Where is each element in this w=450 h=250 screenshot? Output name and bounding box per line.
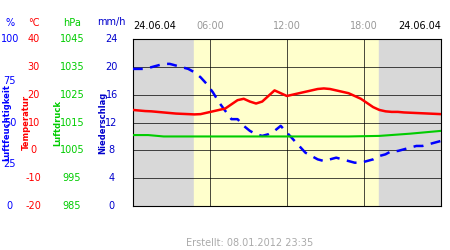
Text: 30: 30 (27, 62, 40, 72)
Text: 4: 4 (108, 173, 115, 183)
Text: 06:00: 06:00 (196, 21, 224, 31)
Text: 100: 100 (1, 34, 19, 44)
Text: Temperatur: Temperatur (22, 95, 31, 150)
Text: 25: 25 (4, 160, 16, 170)
Bar (379, 39, 441, 206)
Text: 16: 16 (105, 90, 118, 100)
Text: 1015: 1015 (60, 118, 84, 128)
Text: Luftfeuchtigkeit: Luftfeuchtigkeit (2, 84, 11, 161)
Text: °C: °C (28, 18, 40, 28)
Text: 12:00: 12:00 (273, 21, 301, 31)
Text: -20: -20 (26, 201, 42, 211)
Text: 995: 995 (63, 173, 81, 183)
Text: 985: 985 (63, 201, 81, 211)
Text: 0: 0 (31, 146, 37, 156)
Text: 20: 20 (105, 62, 118, 72)
Text: %: % (5, 18, 14, 28)
Text: 1045: 1045 (60, 34, 84, 44)
Text: 50: 50 (4, 118, 16, 128)
Bar (133, 39, 194, 206)
Text: 0: 0 (7, 201, 13, 211)
Text: 18:00: 18:00 (350, 21, 378, 31)
Text: Luftdruck: Luftdruck (53, 100, 62, 146)
Text: 1035: 1035 (60, 62, 84, 72)
Bar (194, 39, 379, 206)
Text: 1025: 1025 (59, 90, 85, 100)
Text: Niederschlag: Niederschlag (98, 91, 107, 154)
Text: -10: -10 (26, 173, 41, 183)
Text: 12: 12 (105, 118, 118, 128)
Text: hPa: hPa (63, 18, 81, 28)
Text: 1005: 1005 (60, 146, 84, 156)
Text: 0: 0 (108, 201, 115, 211)
Text: 40: 40 (27, 34, 40, 44)
Text: Erstellt: 08.01.2012 23:35: Erstellt: 08.01.2012 23:35 (186, 238, 314, 248)
Text: 20: 20 (27, 90, 40, 100)
Text: 8: 8 (108, 146, 115, 156)
Text: 24.06.04: 24.06.04 (398, 21, 441, 31)
Text: 10: 10 (27, 118, 40, 128)
Text: 75: 75 (4, 76, 16, 86)
Text: 24.06.04: 24.06.04 (133, 21, 176, 31)
Text: mm/h: mm/h (97, 18, 126, 28)
Text: 24: 24 (105, 34, 118, 44)
